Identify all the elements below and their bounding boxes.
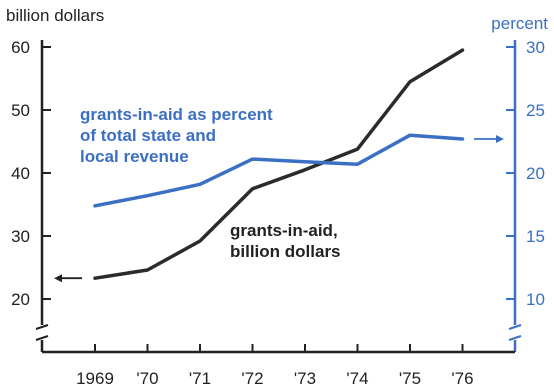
tick-labels: 60 50 40 30 20 30 25 20 15 10 1969 '70 '71 '72 '73 '74 '… — [11, 38, 545, 388]
x-tick-label: '75 — [399, 369, 421, 388]
left-arrowhead — [54, 274, 62, 283]
percent-series-line — [93, 133, 465, 208]
series-lines — [93, 48, 465, 280]
dollars-series-label: grants-in-aid, billion dollars — [230, 221, 341, 261]
left-tick-label: 20 — [11, 290, 30, 309]
x-tick-label: '76 — [451, 369, 473, 388]
right-axis-label: percent — [491, 14, 548, 33]
left-tick-label: 40 — [11, 164, 30, 183]
left-axis-break — [35, 324, 49, 341]
x-tick-label: '74 — [346, 369, 368, 388]
left-tick-label: 50 — [11, 101, 30, 120]
dollars-series-line — [93, 48, 465, 280]
right-tick-label: 25 — [526, 101, 545, 120]
x-tick-label: '73 — [294, 369, 316, 388]
x-tick-label: '71 — [189, 369, 211, 388]
left-tick-label: 60 — [11, 38, 30, 57]
right-tick-label: 30 — [526, 38, 545, 57]
x-tick-label: '70 — [136, 369, 158, 388]
right-axis-break — [508, 324, 522, 341]
right-arrowhead — [496, 134, 504, 143]
right-tick-label: 20 — [526, 164, 545, 183]
left-tick-label: 30 — [11, 227, 30, 246]
percent-series-label: grants-in-aid as percent of total state … — [80, 105, 273, 166]
right-tick-label: 10 — [526, 290, 545, 309]
x-tick-label: 1969 — [76, 369, 114, 388]
axes — [35, 40, 522, 354]
left-axis-label: billion dollars — [6, 6, 105, 25]
right-tick-label: 15 — [526, 227, 545, 246]
axis-arrows — [54, 134, 504, 283]
x-tick-label: '72 — [241, 369, 263, 388]
